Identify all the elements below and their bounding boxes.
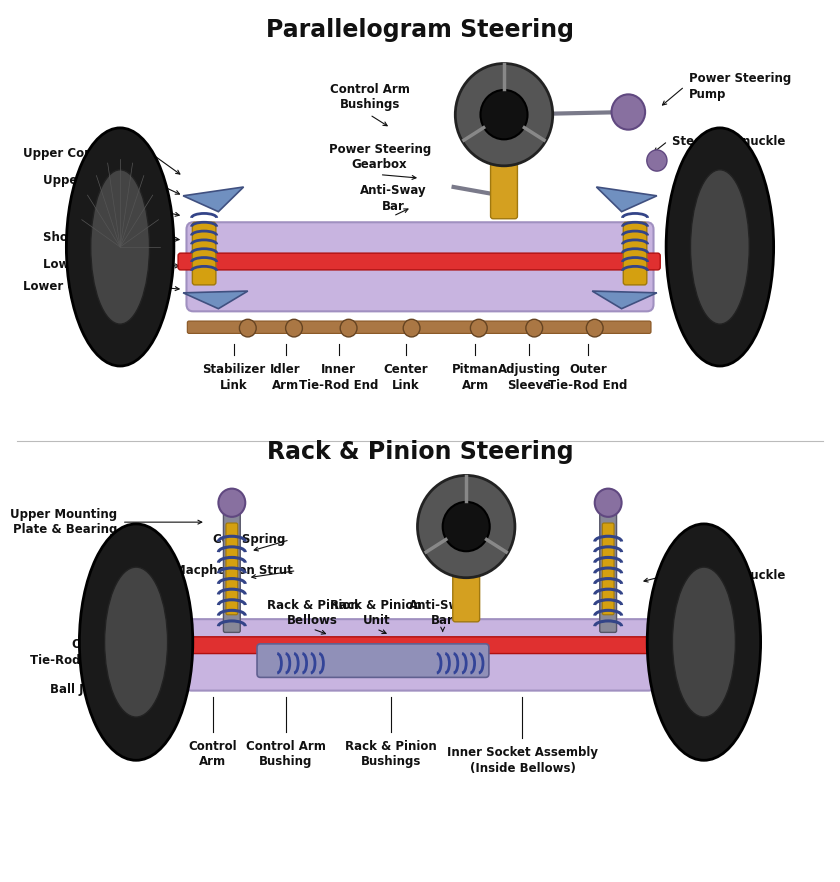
Circle shape xyxy=(480,90,528,139)
FancyBboxPatch shape xyxy=(159,637,668,654)
FancyBboxPatch shape xyxy=(192,222,216,285)
Text: Control Arm
Bushing: Control Arm Bushing xyxy=(245,740,326,768)
Circle shape xyxy=(286,319,302,337)
Text: Steering Knuckle: Steering Knuckle xyxy=(672,569,785,581)
Ellipse shape xyxy=(80,524,193,760)
Text: Upper Ball Joint: Upper Ball Joint xyxy=(43,175,147,187)
Ellipse shape xyxy=(690,170,749,324)
FancyBboxPatch shape xyxy=(491,134,517,219)
Circle shape xyxy=(526,319,543,337)
Text: Tire: Tire xyxy=(96,327,122,340)
FancyBboxPatch shape xyxy=(453,550,480,622)
Text: Center
Link: Center Link xyxy=(383,363,428,392)
Circle shape xyxy=(239,319,256,337)
Text: Coil Spring: Coil Spring xyxy=(213,534,286,546)
Text: Rack & Pinion Steering: Rack & Pinion Steering xyxy=(266,440,574,465)
Circle shape xyxy=(586,319,603,337)
Circle shape xyxy=(417,475,515,578)
Ellipse shape xyxy=(672,567,736,717)
Polygon shape xyxy=(596,187,657,212)
Text: Steering Knuckle: Steering Knuckle xyxy=(672,135,785,147)
Text: Rack & Pinion
Unit: Rack & Pinion Unit xyxy=(330,599,423,627)
Ellipse shape xyxy=(91,170,150,324)
Text: Control
Arm: Control Arm xyxy=(188,740,237,768)
Text: Anti-Sway
Bar: Anti-Sway Bar xyxy=(360,184,427,213)
Text: Upper Control Arm: Upper Control Arm xyxy=(23,147,147,160)
Circle shape xyxy=(455,64,553,166)
Text: Shock Absorber: Shock Absorber xyxy=(43,231,147,243)
Circle shape xyxy=(403,319,420,337)
FancyBboxPatch shape xyxy=(187,321,651,333)
Ellipse shape xyxy=(105,567,168,717)
Text: Idler
Arm: Idler Arm xyxy=(270,363,301,392)
Text: Upper Mounting
Plate & Bearing: Upper Mounting Plate & Bearing xyxy=(10,508,118,536)
FancyBboxPatch shape xyxy=(185,619,655,691)
Polygon shape xyxy=(183,187,244,212)
FancyBboxPatch shape xyxy=(223,501,240,632)
Text: Control Arm
Bushings: Control Arm Bushings xyxy=(329,83,410,111)
Circle shape xyxy=(647,150,667,171)
Text: Tire: Tire xyxy=(83,620,109,632)
FancyBboxPatch shape xyxy=(602,523,614,615)
FancyBboxPatch shape xyxy=(600,501,617,632)
Polygon shape xyxy=(592,291,657,309)
FancyBboxPatch shape xyxy=(186,222,654,311)
Text: Outer
Tie-Rod End: Outer Tie-Rod End xyxy=(549,363,627,392)
FancyBboxPatch shape xyxy=(257,644,489,677)
Text: Anti-Sway
Bar: Anti-Sway Bar xyxy=(409,599,476,627)
Text: Inner Socket Assembly
(Inside Bellows): Inner Socket Assembly (Inside Bellows) xyxy=(447,746,598,774)
FancyBboxPatch shape xyxy=(178,253,660,270)
Text: Lower Control Arm: Lower Control Arm xyxy=(23,280,147,293)
Ellipse shape xyxy=(647,524,761,760)
FancyBboxPatch shape xyxy=(623,222,647,285)
Text: Pitman
Arm: Pitman Arm xyxy=(452,363,499,392)
Ellipse shape xyxy=(666,128,774,366)
Text: Rack & Pinion
Bellows: Rack & Pinion Bellows xyxy=(266,599,359,627)
Circle shape xyxy=(340,319,357,337)
Text: Power Steering
Pump: Power Steering Pump xyxy=(689,72,791,101)
Text: Ball Joint: Ball Joint xyxy=(50,684,109,696)
Circle shape xyxy=(470,319,487,337)
Text: Stabilizer
Link: Stabilizer Link xyxy=(202,363,265,392)
Text: Power Steering
Gearbox: Power Steering Gearbox xyxy=(328,143,431,171)
Circle shape xyxy=(443,502,490,551)
Circle shape xyxy=(218,489,245,517)
Circle shape xyxy=(612,94,645,130)
Text: Rack & Pinion
Bushings: Rack & Pinion Bushings xyxy=(344,740,437,768)
Text: Adjusting
Sleeve: Adjusting Sleeve xyxy=(497,363,561,392)
Polygon shape xyxy=(183,291,248,309)
Text: Lower Ball Joint: Lower Ball Joint xyxy=(43,258,147,271)
Text: Outer
Tie-Rod End: Outer Tie-Rod End xyxy=(30,639,109,667)
Circle shape xyxy=(595,489,622,517)
Text: Parallelogram Steering: Parallelogram Steering xyxy=(266,18,574,42)
Text: Coil Spring: Coil Spring xyxy=(75,203,147,215)
Text: Macpherson Strut: Macpherson Strut xyxy=(174,564,292,577)
Text: Inner
Tie-Rod End: Inner Tie-Rod End xyxy=(299,363,378,392)
Ellipse shape xyxy=(66,128,174,366)
FancyBboxPatch shape xyxy=(226,523,238,615)
